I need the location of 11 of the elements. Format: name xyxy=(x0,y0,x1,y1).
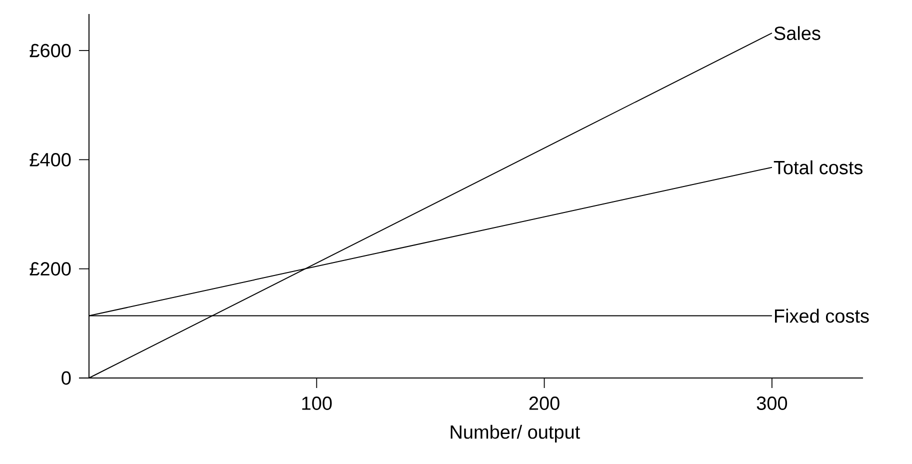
x-tick-label: 100 xyxy=(302,396,332,410)
x-axis-title: Number/ output xyxy=(450,424,580,443)
x-tick-label: 200 xyxy=(529,396,560,410)
y-tick-label: £400 xyxy=(30,152,71,166)
series-label: Fixed costs xyxy=(775,308,869,323)
y-tick-label: 0 xyxy=(62,371,71,385)
y-tick-label: £200 xyxy=(30,262,71,276)
x-tick-label: 300 xyxy=(756,396,788,410)
series-label: Sales xyxy=(774,26,820,40)
y-tick-label: £600 xyxy=(30,44,71,58)
series-label: Total costs xyxy=(774,160,863,174)
